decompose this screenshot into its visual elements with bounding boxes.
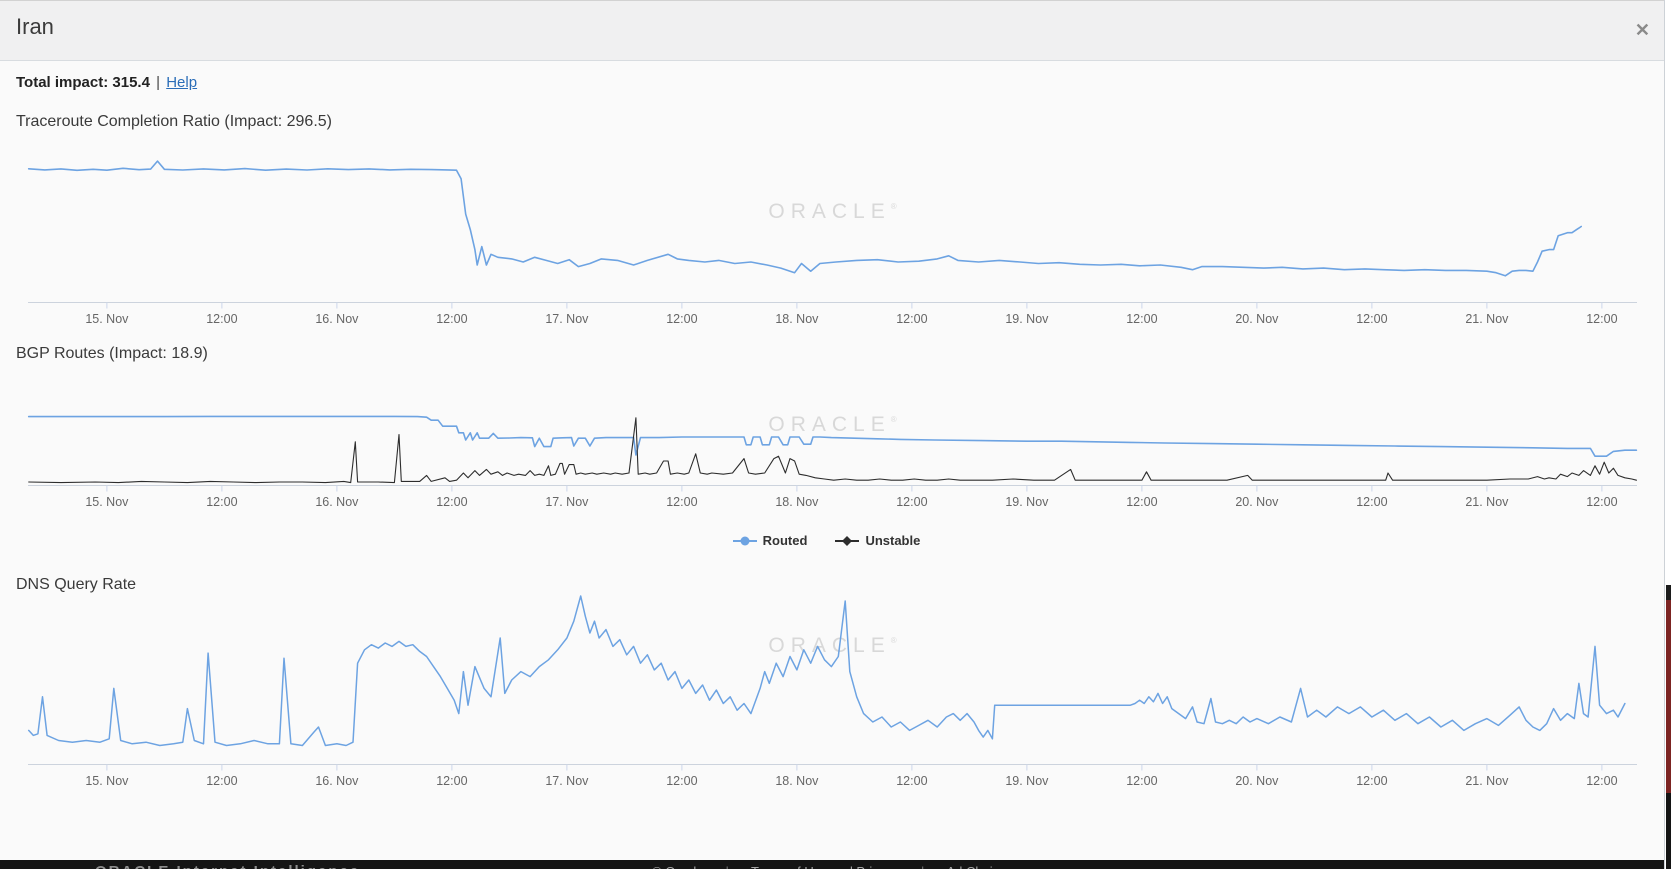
legend-item-unstable[interactable]: Unstable — [835, 533, 920, 548]
total-impact-label: Total impact: — [16, 74, 109, 91]
x-axis-tick-label: 15. Nov — [85, 312, 129, 326]
x-axis-tick-label: 12:00 — [896, 312, 927, 326]
x-axis-tick-label: 12:00 — [1586, 312, 1617, 326]
x-axis-tick-label: 20. Nov — [1235, 774, 1279, 788]
page-footer: ORACLE Internet Intelligence © Oracle | Te… — [0, 860, 1664, 869]
x-axis-tick-label: 12:00 — [436, 312, 467, 326]
x-axis-tick-label: 21. Nov — [1465, 312, 1509, 326]
close-button[interactable]: ✕ — [1635, 21, 1650, 39]
x-axis-tick-label: 12:00 — [666, 495, 697, 509]
x-axis-tick-label: 18. Nov — [775, 312, 819, 326]
terms-link[interactable]: Terms of Use and Privacy — [751, 864, 899, 869]
x-axis-tick-label: 16. Nov — [315, 495, 359, 509]
bgp-chart-title: BGP Routes (Impact: 18.9) — [16, 345, 208, 362]
x-axis-tick-label: 19. Nov — [1005, 312, 1049, 326]
x-axis-tick-label: 12:00 — [666, 774, 697, 788]
x-axis-tick-label: 18. Nov — [775, 774, 819, 788]
series-line-unstable — [28, 417, 1637, 484]
x-axis-tick-label: 12:00 — [666, 312, 697, 326]
routed-legend-marker — [732, 536, 757, 545]
total-impact-line: Total impact: 315.4 | Help — [16, 74, 197, 91]
x-axis-tick-label: 12:00 — [206, 774, 237, 788]
series-line-routed — [27, 415, 1638, 457]
oracle-watermark: ORACLE® — [768, 634, 896, 657]
dns-chart-title: DNS Query Rate — [16, 576, 137, 593]
x-axis-tick-label: 21. Nov — [1465, 774, 1509, 788]
x-axis-tick-label: 15. Nov — [85, 495, 129, 509]
footer-separator: | — [921, 864, 924, 869]
total-impact-value: 315.4 — [112, 74, 150, 91]
x-axis-tick-label: 12:00 — [1586, 774, 1617, 788]
x-axis-tick-label: 16. Nov — [315, 774, 359, 788]
traceroute-chart[interactable]: ORACLE® 15. Nov 12:00 16. Nov 12:00 17. Nov 12… — [16, 140, 1656, 335]
x-axis-tick-label: 12:00 — [1126, 495, 1157, 509]
x-axis-tick-label: 12:00 — [1126, 774, 1157, 788]
help-link[interactable]: Help — [166, 74, 198, 91]
legend-label-unstable: Unstable — [865, 533, 921, 548]
ad-choices-link[interactable]: Ad Choices — [946, 864, 1012, 869]
x-axis-tick-label: 19. Nov — [1005, 495, 1049, 509]
unstable-legend-marker — [835, 535, 860, 546]
x-axis-tick-label: 12:00 — [436, 774, 467, 788]
legend-label-routed: Routed — [762, 533, 808, 548]
legend-item-routed[interactable]: Routed — [732, 533, 808, 548]
separator: | — [156, 74, 161, 91]
series-line-completion-ratio — [27, 160, 1582, 277]
modal-header: Iran ✕ — [0, 0, 1664, 61]
oracle-watermark: ORACLE® — [768, 200, 896, 223]
page-title: Iran — [16, 14, 54, 39]
x-axis-tick-label: 12:00 — [896, 495, 927, 509]
x-axis-tick-label: 16. Nov — [315, 312, 359, 326]
x-axis-tick-label: 19. Nov — [1005, 774, 1049, 788]
footer-separator: | — [726, 864, 729, 869]
x-axis-tick-label: 12:00 — [1356, 312, 1387, 326]
x-axis-tick-label: 17. Nov — [545, 495, 589, 509]
x-axis-tick-label: 17. Nov — [545, 774, 589, 788]
oracle-brand-logo: ORACLE Internet Intelligence — [95, 863, 360, 869]
close-icon: ✕ — [1634, 20, 1650, 40]
x-axis-tick-label: 20. Nov — [1235, 495, 1279, 509]
x-axis-tick-label: 17. Nov — [545, 312, 589, 326]
x-axis-tick-label: 12:00 — [206, 495, 237, 509]
window-edge-artifact — [1666, 585, 1671, 869]
x-axis-tick-label: 20. Nov — [1235, 312, 1279, 326]
footer-legal: © Oracle | Terms of Use and Privacy | Ad Cho… — [0, 864, 1664, 869]
bgp-legend: Routed Unstable — [16, 533, 1637, 548]
traceroute-chart-title: Traceroute Completion Ratio (Impact: 296… — [16, 113, 332, 130]
x-axis-tick-label: 15. Nov — [85, 774, 129, 788]
x-axis-tick-label: 21. Nov — [1465, 495, 1509, 509]
x-axis-tick-label: 12:00 — [1126, 312, 1157, 326]
footer-copyright: © Oracle — [652, 864, 703, 869]
x-axis-tick-label: 12:00 — [206, 312, 237, 326]
series-line-dns-query-rate — [27, 595, 1626, 747]
x-axis-tick-label: 12:00 — [896, 774, 927, 788]
oracle-watermark: ORACLE® — [768, 413, 896, 436]
x-axis-tick-label: 12:00 — [1586, 495, 1617, 509]
x-axis-tick-label: 12:00 — [1356, 774, 1387, 788]
x-axis-tick-label: 18. Nov — [775, 495, 819, 509]
x-axis-tick-label: 12:00 — [436, 495, 467, 509]
bgp-chart[interactable]: ORACLE® 15. Nov 12:00 16. Nov 12:00 17. Nov 12… — [16, 360, 1656, 520]
x-axis-tick-label: 12:00 — [1356, 495, 1387, 509]
dns-chart[interactable]: ORACLE® 15. Nov 12:00 16. Nov 12:00 17. Nov 12… — [16, 590, 1656, 800]
